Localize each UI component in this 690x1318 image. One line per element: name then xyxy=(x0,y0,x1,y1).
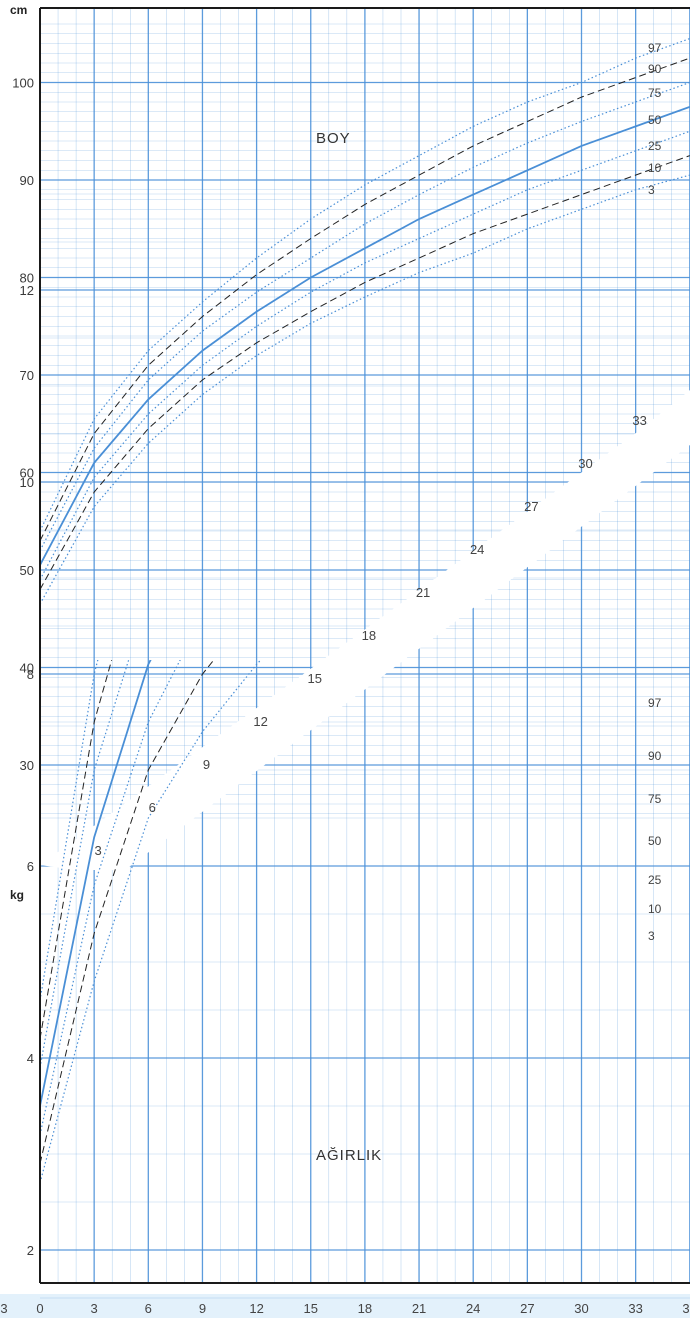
weight-curves xyxy=(40,660,262,1183)
labels: cm kg BOY AĞIRLIK xyxy=(10,3,382,1164)
diagonal-tick-label: 33 xyxy=(632,413,646,428)
percentile-label: 25 xyxy=(648,139,662,153)
weight-unit-label: kg xyxy=(10,888,24,902)
weight-y-ticks: 12 10 8 6 4 2 xyxy=(20,283,34,1258)
percentile-label: 3 xyxy=(648,183,655,197)
percentile-label: 10 xyxy=(648,902,662,916)
curve-p3 xyxy=(40,660,262,1183)
x-tick-label: 6 xyxy=(145,1301,152,1316)
height-tick-label: 50 xyxy=(20,563,34,578)
x-tick-label: 3 xyxy=(91,1301,98,1316)
percentile-label: 75 xyxy=(648,86,662,100)
x-tick-label: 30 xyxy=(574,1301,588,1316)
x-tick-label: 33 xyxy=(628,1301,642,1316)
height-tick-label: 80 xyxy=(20,271,34,286)
percentile-label: 3 xyxy=(648,929,655,943)
height-tick-label: 100 xyxy=(12,76,34,91)
weight-tick-label: 8 xyxy=(27,667,34,682)
percentile-label: 75 xyxy=(648,792,662,806)
diagonal-tick-label: 21 xyxy=(416,585,430,600)
x-axis-ticks: 3 0 3 6 9 12 15 18 21 24 27 30 33 3 xyxy=(0,1301,689,1316)
x-tick-label: 0 xyxy=(36,1301,43,1316)
curve-p10 xyxy=(40,660,215,1164)
percentile-label: 10 xyxy=(648,161,662,175)
percentile-label: 50 xyxy=(648,834,662,848)
curve-p10 xyxy=(40,155,690,590)
weight-tick-label: 10 xyxy=(20,475,34,490)
percentile-label: 90 xyxy=(648,62,662,76)
diagonal-tick-label: 15 xyxy=(308,671,322,686)
percentile-label: 97 xyxy=(648,41,662,55)
height-curves xyxy=(40,38,690,605)
curve-p25 xyxy=(40,130,690,581)
height-y-ticks: 100 90 80 70 60 50 40 30 xyxy=(12,76,34,774)
weight-tick-label: 12 xyxy=(20,283,34,298)
x-tick-label: 15 xyxy=(304,1301,318,1316)
height-tick-label: 90 xyxy=(20,173,34,188)
x-tick-label: 12 xyxy=(249,1301,263,1316)
diagonal-tick-label: 6 xyxy=(149,800,156,815)
weight-percentile-labels: 97 90 75 50 25 10 3 xyxy=(648,696,662,943)
diagonal-tick-label: 3 xyxy=(95,843,102,858)
curve-p97 xyxy=(40,38,690,532)
height-tick-label: 40 xyxy=(20,661,34,676)
height-tick-label: 30 xyxy=(20,758,34,773)
x-tick-label: 27 xyxy=(520,1301,534,1316)
diagonal-tick-label: 18 xyxy=(362,628,376,643)
diagonal-band xyxy=(40,390,690,870)
height-tick-label: 70 xyxy=(20,368,34,383)
diagonal-tick-label: 24 xyxy=(470,542,484,557)
diagonal-tick-label: 12 xyxy=(253,714,267,729)
diagonal-tick-label: 9 xyxy=(203,757,210,772)
weight-tick-label: 4 xyxy=(27,1051,34,1066)
x-tick-label: 3 xyxy=(0,1301,7,1316)
x-tick-label: 21 xyxy=(412,1301,426,1316)
x-tick-label: 9 xyxy=(199,1301,206,1316)
weight-tick-label: 2 xyxy=(27,1243,34,1258)
weight-tick-label: 6 xyxy=(27,859,34,874)
height-percentile-labels: 97 90 75 50 25 10 3 xyxy=(648,41,662,197)
x-tick-label: 3 xyxy=(682,1301,689,1316)
curve-p90 xyxy=(40,57,690,542)
curve-p50 xyxy=(40,106,690,566)
diagonal-tick-label: 27 xyxy=(524,499,538,514)
x-tick-label: 18 xyxy=(358,1301,372,1316)
height-unit-label: cm xyxy=(10,3,27,17)
percentile-label: 25 xyxy=(648,873,662,887)
height-section-label: BOY xyxy=(316,130,351,147)
diagonal-tick-label: 30 xyxy=(578,456,592,471)
x-tick-label: 24 xyxy=(466,1301,480,1316)
bottom-band xyxy=(0,1294,690,1318)
height-tick-label: 60 xyxy=(20,466,34,481)
weight-section-label: AĞIRLIK xyxy=(316,1147,382,1164)
curve-p50 xyxy=(40,660,152,1107)
percentile-label: 97 xyxy=(648,696,662,710)
percentile-label: 90 xyxy=(648,749,662,763)
diagonal-ticks: 3 6 9 12 15 18 21 24 27 30 33 xyxy=(95,413,647,858)
percentile-label: 50 xyxy=(648,113,662,127)
